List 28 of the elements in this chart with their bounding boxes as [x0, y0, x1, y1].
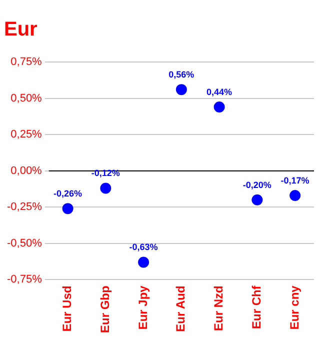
data-label: -0,20%	[242, 180, 272, 190]
data-label: -0,63%	[129, 242, 158, 252]
data-label: -0,17%	[280, 175, 310, 186]
x-tick-label: Eur Chf	[249, 284, 264, 330]
data-label: -0,26%	[54, 188, 82, 199]
data-label: 0,44%	[206, 86, 232, 97]
point	[214, 101, 225, 112]
y-tick-label: -0,25%	[6, 201, 42, 214]
data-label: 0,56%	[168, 70, 194, 80]
point	[62, 203, 74, 214]
y-tick-label: 0,00%	[10, 164, 42, 177]
point	[138, 256, 150, 268]
y-tick-label: 0,75%	[10, 56, 42, 68]
chart-title: Eur	[4, 18, 38, 41]
point	[290, 190, 301, 202]
point	[100, 182, 112, 194]
y-tick-label: -0,75%	[6, 274, 42, 286]
x-tick-label: Eur Jpy	[136, 285, 150, 330]
point	[176, 84, 187, 96]
y-tick-label: 0,25%	[10, 128, 42, 141]
x-tick-label: Eur cny	[287, 285, 302, 330]
y-tick-label: 0,50%	[10, 92, 42, 104]
y-tick-label: -0,50%	[6, 237, 42, 250]
x-tick-label: Eur Gbp	[98, 286, 112, 334]
x-tick-label: Eur Nzd	[212, 286, 226, 332]
x-tick-label: Eur Usd	[60, 286, 74, 332]
x-tick-label: Eur Aud	[174, 286, 188, 332]
point	[252, 194, 263, 206]
